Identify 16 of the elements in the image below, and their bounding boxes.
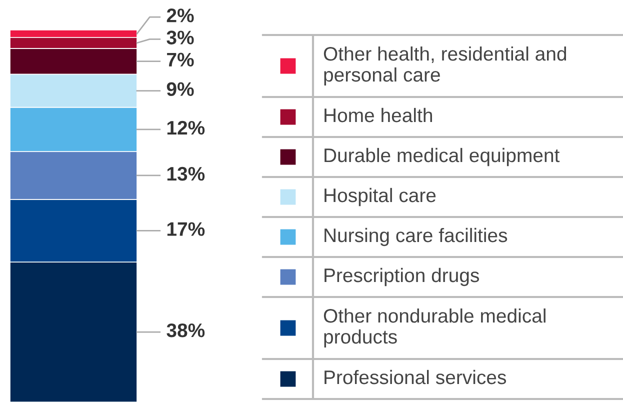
legend-label: Other nondurable medical products — [324, 308, 546, 348]
data-label: 13% — [167, 166, 205, 181]
legend-label: Durable medical equipment — [324, 148, 560, 166]
data-label: 17% — [167, 222, 205, 236]
text: Professional services — [324, 370, 506, 384]
data-label: 38% — [166, 323, 205, 338]
data-label: 2% — [166, 8, 194, 22]
legend-label: Home health — [324, 108, 432, 122]
data-label: 9% — [166, 82, 194, 96]
legend-label: Prescription drugs — [324, 268, 480, 286]
legend-label: Hospital care — [324, 188, 436, 206]
data-label: 7% — [167, 52, 194, 66]
data-label: 12% — [167, 120, 205, 135]
data-label: 3% — [166, 30, 194, 44]
legend-label: Other health, residential and personal care — [324, 46, 566, 86]
legend-label: Nursing care facilities — [324, 228, 508, 246]
